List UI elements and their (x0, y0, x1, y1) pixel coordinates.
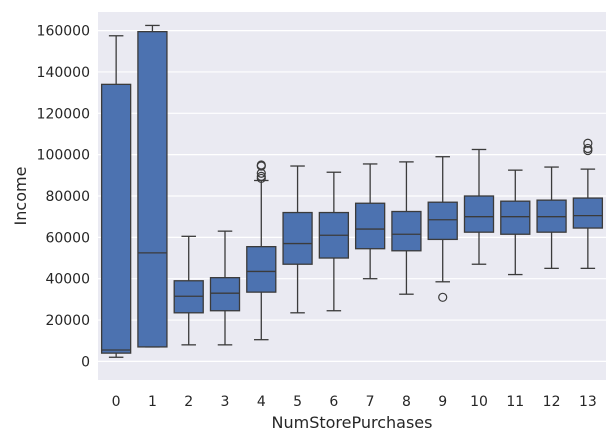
x-tick-label: 4 (257, 394, 266, 410)
box-iqr (391, 210, 422, 252)
x-tick-label: 1 (148, 394, 157, 410)
outlier-point (583, 143, 593, 154)
outlier-point (583, 138, 593, 148)
x-axis-title: NumStorePurchases (272, 413, 433, 432)
box-iqr (354, 202, 386, 250)
x-tick-label: 11 (506, 394, 524, 410)
x-tick-label: 12 (543, 394, 561, 410)
y-axis-title: Income (11, 167, 30, 226)
box-12 (536, 166, 567, 270)
x-tick-label: 10 (470, 394, 488, 410)
box-10 (463, 148, 495, 265)
box-iqr (246, 246, 277, 293)
box-iqr (572, 197, 604, 229)
box-iqr (463, 195, 495, 233)
box-iqr (100, 83, 132, 354)
box-2 (173, 235, 204, 346)
box-5 (282, 165, 313, 314)
box-iqr (427, 201, 458, 241)
y-tick-label: 100000 (37, 148, 90, 164)
gridlines (98, 30, 606, 362)
outlier-point (256, 171, 266, 181)
x-tick-label: 13 (579, 394, 597, 410)
y-tick-labels: 0 20000 40000 60000 80000 100000 120000 140000 1… (37, 24, 90, 371)
y-tick-label: 20000 (45, 313, 90, 329)
x-tick-label: 6 (329, 394, 338, 410)
box-4 (246, 160, 277, 341)
box-iqr (282, 211, 313, 265)
box-13 (572, 138, 604, 270)
y-tick-label: 160000 (37, 24, 90, 40)
y-tick-label: 140000 (37, 65, 90, 81)
box-3 (209, 230, 241, 346)
box-iqr (500, 200, 531, 235)
box-11 (500, 169, 531, 276)
box-iqr (137, 30, 168, 348)
x-tick-label: 2 (184, 394, 193, 410)
y-tick-label: 40000 (45, 272, 90, 288)
box-6 (318, 171, 350, 312)
x-tick-label: 3 (221, 394, 230, 410)
y-tick-label: 120000 (37, 106, 90, 122)
outlier-point (256, 160, 266, 170)
x-tick-label: 5 (293, 394, 302, 410)
box-iqr (209, 277, 241, 312)
box-8 (391, 161, 422, 295)
x-tick-label: 7 (366, 394, 375, 410)
outlier-point (438, 292, 448, 302)
x-tick-label: 0 (112, 394, 121, 410)
x-tick-label: 9 (438, 394, 447, 410)
y-tick-label: 60000 (45, 230, 90, 246)
x-tick-labels: 0 1 2 3 4 5 6 7 8 9 10 11 12 13 (112, 394, 597, 410)
y-tick-label: 0 (81, 354, 90, 370)
box-7 (354, 163, 386, 280)
box-0 (100, 35, 132, 358)
box-1 (137, 24, 168, 348)
x-tick-label: 8 (402, 394, 411, 410)
box-9 (427, 156, 458, 302)
boxes-group (100, 24, 604, 358)
y-tick-label: 80000 (45, 189, 90, 205)
